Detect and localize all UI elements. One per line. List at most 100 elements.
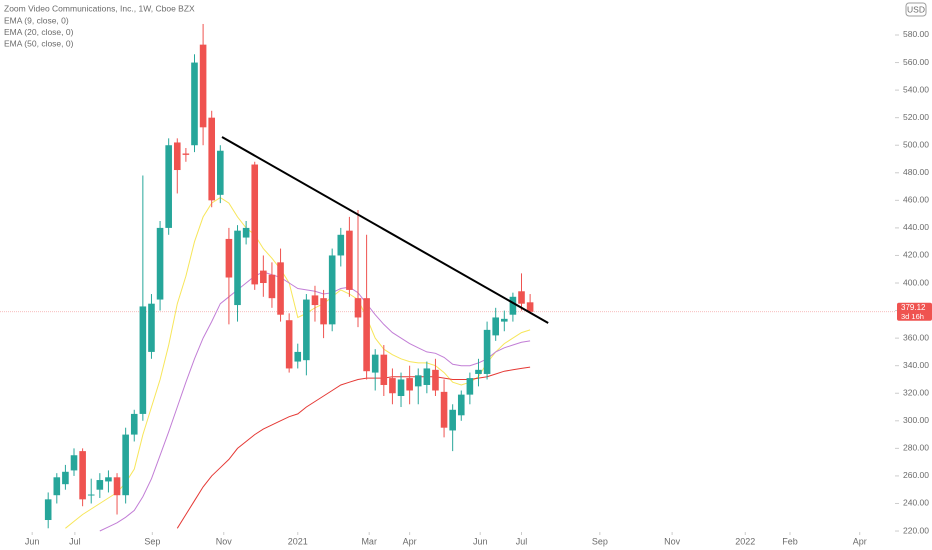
legend-entry: EMA (20, close, 0) bbox=[4, 27, 74, 37]
candle-body bbox=[113, 477, 121, 496]
trendline bbox=[221, 136, 549, 324]
candle-body bbox=[225, 238, 233, 278]
candle-body bbox=[268, 274, 276, 299]
y-tick-label: 320.00 bbox=[903, 387, 929, 397]
y-tick-label: 560.00 bbox=[903, 57, 929, 67]
candle-body bbox=[105, 477, 112, 482]
candle-body bbox=[500, 318, 508, 322]
candle-body bbox=[406, 378, 413, 391]
candle-body bbox=[303, 299, 310, 361]
y-tick-label: 520.00 bbox=[903, 112, 929, 122]
candle-body bbox=[294, 351, 302, 362]
candle-body bbox=[475, 369, 482, 374]
candle-body bbox=[457, 394, 465, 416]
candle-body bbox=[492, 317, 499, 336]
candle-body bbox=[148, 303, 155, 352]
y-tick-label: 480.00 bbox=[903, 167, 929, 177]
y-tick-label: 540.00 bbox=[903, 84, 929, 94]
candle-body bbox=[122, 434, 129, 496]
x-tick-label: Jun bbox=[25, 536, 40, 546]
candle-body bbox=[234, 230, 241, 306]
y-tick-label: 420.00 bbox=[903, 250, 929, 260]
x-tick-label: Nov bbox=[216, 536, 233, 546]
y-tick-label: 580.00 bbox=[903, 29, 929, 39]
candle-body bbox=[320, 298, 327, 325]
candle-body bbox=[363, 298, 370, 372]
last-price-box bbox=[897, 302, 932, 321]
candle-body bbox=[260, 270, 267, 284]
candle-body bbox=[139, 306, 147, 414]
x-tick-label: Nov bbox=[664, 536, 681, 546]
x-tick-label: Jun bbox=[473, 536, 488, 546]
candle-body bbox=[509, 296, 517, 315]
candle-body bbox=[182, 153, 190, 155]
y-tick-label: 240.00 bbox=[903, 498, 929, 508]
y-tick-label: 360.00 bbox=[903, 332, 929, 342]
candle-body bbox=[44, 499, 52, 521]
candle-body bbox=[242, 227, 250, 238]
ema-line bbox=[65, 197, 531, 529]
candle-body bbox=[483, 329, 491, 374]
candle-body bbox=[526, 302, 534, 312]
candle-body bbox=[346, 230, 353, 290]
candle-body bbox=[208, 117, 216, 201]
y-tick-label: 220.00 bbox=[903, 525, 929, 535]
candle-body bbox=[397, 379, 405, 397]
x-tick-label: Sep bbox=[144, 536, 160, 546]
y-tick-label: 300.00 bbox=[903, 415, 929, 425]
candle-body bbox=[96, 480, 104, 490]
candle-body bbox=[191, 62, 198, 146]
candle-body bbox=[165, 145, 172, 228]
candle-body bbox=[70, 455, 78, 471]
candle-body bbox=[432, 369, 439, 391]
candle-body bbox=[389, 378, 396, 394]
y-tick-label: 400.00 bbox=[903, 277, 929, 287]
chart-title: Zoom Video Communications, Inc., 1W, Cbo… bbox=[4, 3, 195, 13]
x-tick-label: Jul bbox=[69, 536, 81, 546]
y-tick-label: 340.00 bbox=[903, 360, 929, 370]
candle-body bbox=[217, 150, 224, 195]
y-tick-label: 280.00 bbox=[903, 443, 929, 453]
x-tick-label: Apr bbox=[853, 536, 867, 546]
candle-body bbox=[423, 368, 431, 385]
candle-body bbox=[354, 298, 362, 318]
candle-body bbox=[466, 378, 474, 395]
x-tick-label: Sep bbox=[592, 536, 608, 546]
candle-body bbox=[277, 262, 284, 315]
candle-body bbox=[79, 451, 86, 500]
x-tick-label: 2021 bbox=[288, 536, 308, 546]
countdown-label: 3d 16h bbox=[901, 312, 924, 321]
candle-body bbox=[130, 413, 138, 435]
y-tick-label: 260.00 bbox=[903, 470, 929, 480]
y-tick-label: 460.00 bbox=[903, 195, 929, 205]
candle-body bbox=[251, 164, 259, 285]
currency: USD bbox=[907, 4, 925, 14]
legend-entry: EMA (50, close, 0) bbox=[4, 38, 74, 48]
candle-body bbox=[380, 354, 388, 385]
candle-body bbox=[328, 255, 336, 325]
x-tick-label: Mar bbox=[361, 536, 377, 546]
x-tick-label: Jul bbox=[516, 536, 528, 546]
candle-body bbox=[414, 375, 422, 387]
currency-box[interactable] bbox=[905, 2, 927, 17]
x-tick-label: Feb bbox=[782, 536, 798, 546]
candle-body bbox=[173, 142, 181, 171]
y-tick-label: 440.00 bbox=[903, 222, 929, 232]
candle-body bbox=[371, 354, 379, 373]
candle-body bbox=[440, 391, 448, 428]
candle-body bbox=[285, 320, 293, 369]
candle-body bbox=[518, 291, 525, 304]
x-tick-label: Apr bbox=[403, 536, 417, 546]
candle-body bbox=[449, 409, 456, 431]
y-tick-label: 500.00 bbox=[903, 139, 929, 149]
legend-entry: EMA (9, close, 0) bbox=[4, 15, 69, 25]
candle-body bbox=[87, 494, 95, 496]
candle-body bbox=[311, 295, 319, 306]
candle-body bbox=[156, 227, 164, 300]
candle-body bbox=[62, 471, 69, 485]
candle-body bbox=[53, 477, 61, 496]
candle-body bbox=[337, 234, 345, 256]
last-price-label: 379.12 bbox=[901, 303, 926, 312]
